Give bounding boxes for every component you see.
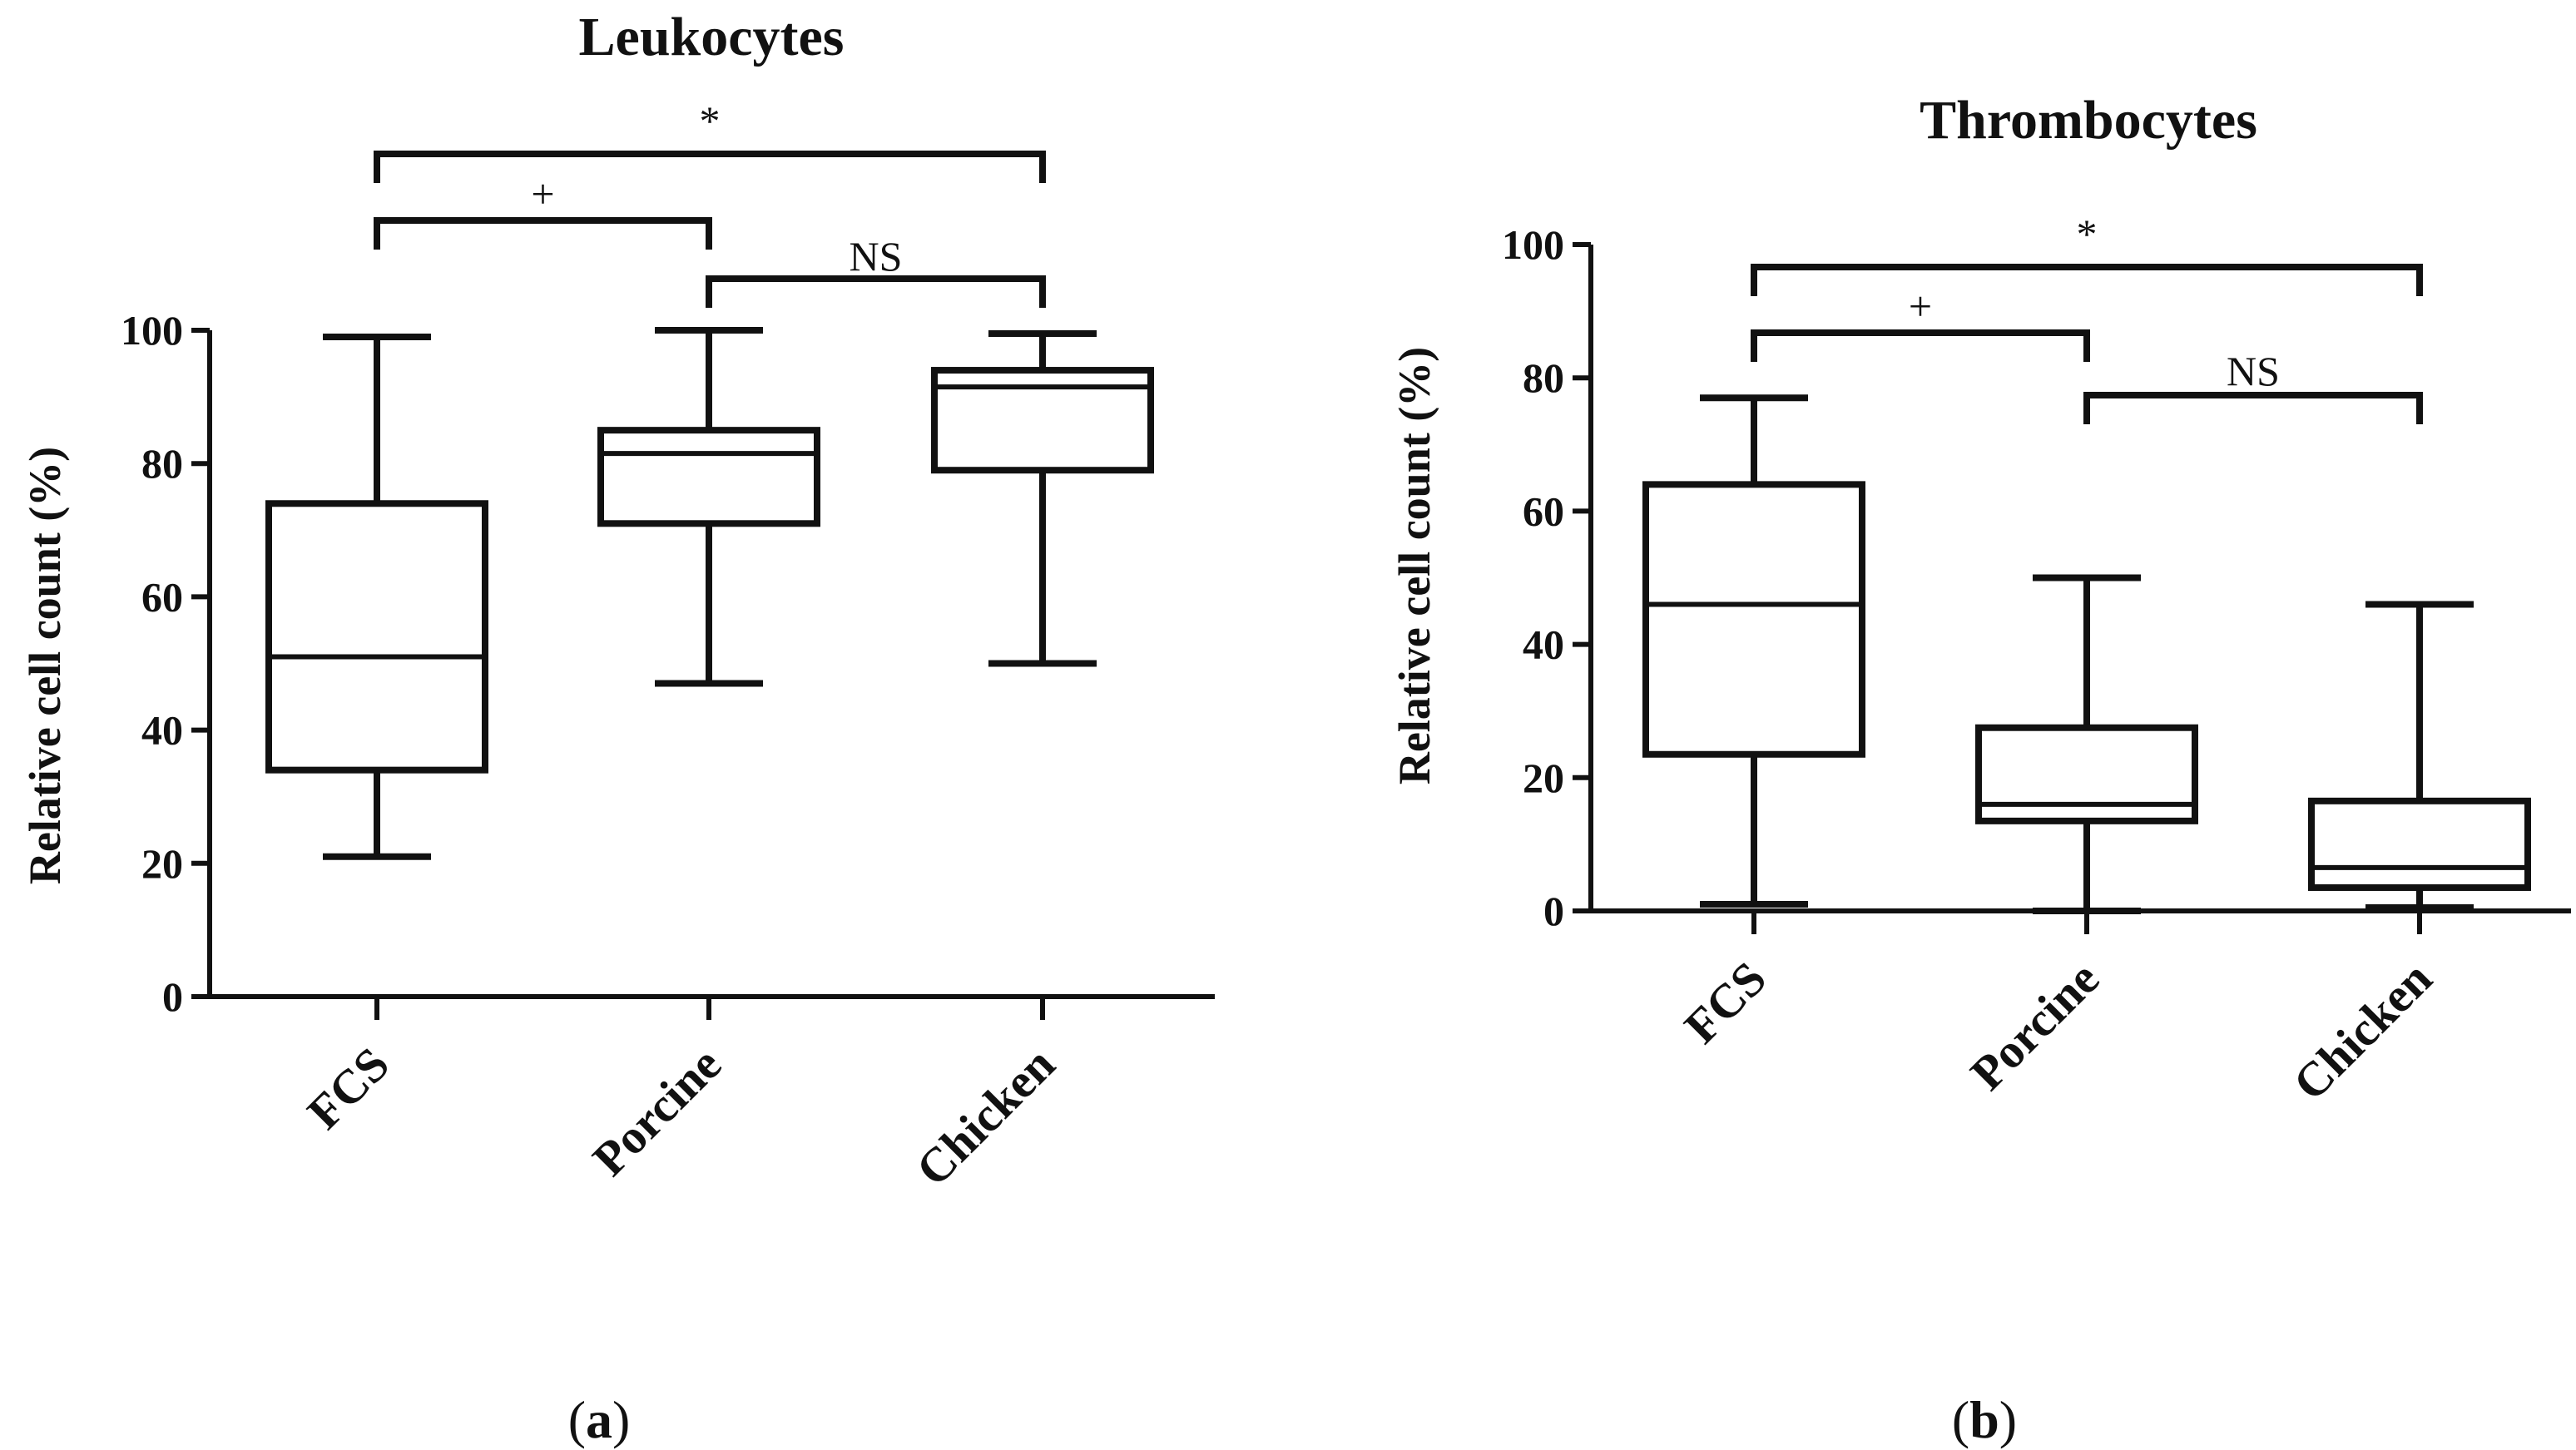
box-plot-porcine bbox=[597, 327, 820, 687]
interquartile-box bbox=[931, 367, 1154, 474]
significance-label: * bbox=[700, 97, 721, 144]
significance-label: + bbox=[531, 171, 554, 217]
interquartile-box bbox=[2308, 797, 2531, 891]
interquartile-box bbox=[597, 427, 820, 527]
panel-label-open: ( bbox=[568, 1390, 586, 1449]
y-tick-label: 0 bbox=[1543, 888, 1564, 934]
y-tick-label: 40 bbox=[141, 707, 183, 754]
box-plot-chicken bbox=[931, 330, 1154, 667]
y-tick-label: 0 bbox=[162, 973, 183, 1020]
interquartile-box bbox=[1975, 724, 2198, 824]
significance-bracket bbox=[374, 217, 712, 250]
y-axis-label: Relative cell count (%) bbox=[20, 447, 70, 884]
y-tick-label: 60 bbox=[141, 573, 183, 620]
y-tick-label: 40 bbox=[1523, 621, 1564, 668]
significance-bracket bbox=[706, 275, 1046, 308]
panel-label-letter: b bbox=[1969, 1390, 1999, 1449]
panel-label-close: ) bbox=[1999, 1390, 2017, 1449]
y-tick-label: 60 bbox=[1523, 487, 1564, 534]
box-plot-porcine bbox=[1975, 574, 2198, 914]
y-tick-label: 80 bbox=[141, 440, 183, 487]
significance-label: * bbox=[2077, 210, 2098, 257]
significance-bracket bbox=[1751, 329, 2090, 362]
significance-label: NS bbox=[2227, 348, 2280, 394]
x-category-label: Chicken bbox=[905, 1037, 1065, 1196]
panel-label: (a) bbox=[568, 1390, 631, 1449]
significance-bracket bbox=[2083, 392, 2423, 424]
significance-label: NS bbox=[850, 233, 903, 280]
chart-title: Thrombocytes bbox=[1920, 90, 2257, 151]
significance-label: + bbox=[1909, 283, 1932, 329]
interquartile-box bbox=[265, 500, 488, 774]
significance-bracket bbox=[1751, 264, 2423, 296]
y-tick-label: 100 bbox=[1502, 221, 1564, 268]
x-category-label: FCS bbox=[1674, 951, 1776, 1053]
panel-label: (b) bbox=[1952, 1390, 2017, 1449]
interquartile-box bbox=[1642, 481, 1865, 758]
chart-panel-b: Thrombocytes Relative cell count (%) 0 20 40… bbox=[1390, 90, 2571, 1449]
y-tick-label: 80 bbox=[1523, 354, 1564, 401]
panel-label-open: ( bbox=[1952, 1390, 1969, 1449]
chart-panel-a: Leukocytes Relative cell count (%) 0 20 40 60… bbox=[20, 7, 1215, 1449]
significance-bracket bbox=[374, 151, 1046, 183]
x-category-label: Chicken bbox=[2282, 951, 2442, 1111]
y-axis-label: Relative cell count (%) bbox=[1390, 347, 1439, 784]
panel-label-letter: a bbox=[586, 1390, 612, 1449]
box-plot-fcs bbox=[265, 334, 488, 860]
box-plot-chicken bbox=[2308, 601, 2531, 911]
chart-title: Leukocytes bbox=[579, 7, 845, 67]
x-category-label: Porcine bbox=[1960, 951, 2110, 1101]
x-category-label: FCS bbox=[297, 1037, 399, 1139]
y-tick-label: 100 bbox=[121, 307, 183, 354]
x-category-label: Porcine bbox=[582, 1037, 732, 1186]
y-tick-label: 20 bbox=[1523, 755, 1564, 801]
y-tick-label: 20 bbox=[141, 840, 183, 887]
box-plot-fcs bbox=[1642, 394, 1865, 908]
panel-label-close: ) bbox=[612, 1390, 630, 1449]
